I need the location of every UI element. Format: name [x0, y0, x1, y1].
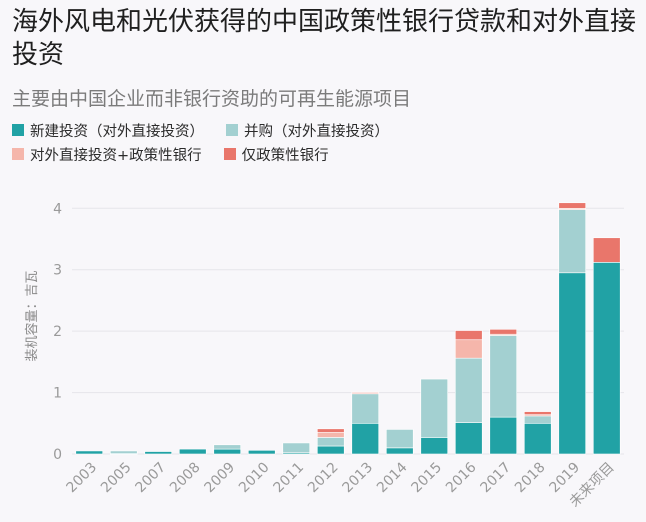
legend-item-fdi-bank: 对外直接投资+政策性银行	[12, 144, 202, 165]
bar-2010-series-0	[247, 450, 276, 455]
x-tick-label-13: 2018	[512, 460, 549, 497]
y-tick-label-2: 2	[53, 324, 62, 340]
bar-2018-series-1	[523, 415, 552, 424]
legend-row-2: 对外直接投资+政策性银行 仅政策性银行	[12, 142, 642, 166]
x-tick-label-8: 2013	[340, 460, 377, 497]
bar-2012-series-0	[316, 445, 345, 455]
x-tick-label-3: 2008	[167, 460, 204, 497]
bar-2016-series-0	[454, 422, 483, 455]
bar-2007-series-0	[144, 451, 172, 455]
y-axis-label: 装机容量：吉瓦	[24, 270, 40, 361]
x-tick-label-5: 2010	[236, 460, 273, 497]
legend-row-1: 新建投资（对外直接投资） 并购（对外直接投资）	[12, 118, 642, 142]
bar-2009-series-0	[213, 448, 241, 455]
legend-item-ma: 并购（对外直接投资）	[226, 120, 389, 141]
x-tick-label-2: 2007	[133, 460, 170, 497]
bar-2011-series-1	[282, 442, 311, 454]
bar-2016-series-2	[454, 339, 483, 359]
bar-2018-series-0	[523, 422, 552, 455]
legend-item-bank-only: 仅政策性银行	[223, 144, 329, 165]
bar-2015-series-0	[420, 437, 449, 455]
bar-2005-series-1	[110, 450, 138, 454]
bar-2012-series-1	[316, 437, 345, 447]
legend-label-fdi-bank: 对外直接投资+政策性银行	[30, 147, 202, 164]
chart-title: 海外风电和光伏获得的中国政策性银行贷款和对外直接投资	[12, 7, 637, 70]
chart-subtitle: 主要由中国企业而非银行资助的可再生能源项目	[12, 88, 412, 110]
bar-2003-series-0	[75, 450, 104, 455]
y-tick-label-1: 1	[53, 386, 62, 402]
chart-legend: 新建投资（对外直接投资） 并购（对外直接投资） 对外直接投资+政策性银行 仅政策…	[12, 118, 642, 166]
x-tick-label-7: 2012	[305, 460, 342, 497]
bars	[75, 202, 621, 455]
bar-2017-series-0	[489, 416, 518, 455]
bar-2013-series-1	[351, 393, 380, 424]
legend-swatch-fdi-bank	[12, 148, 24, 160]
bar-2014-series-0	[385, 447, 414, 455]
bar-2012-series-2	[316, 432, 345, 438]
x-tick-label-11: 2016	[443, 459, 480, 496]
bar-2018-series-3	[523, 411, 552, 415]
y-tick-label-0: 0	[53, 447, 62, 463]
x-tick-label-10: 2015	[409, 460, 446, 497]
y-axis-ticks: 0 1 2 3 4	[53, 201, 62, 463]
bar-2017-series-1	[489, 335, 518, 418]
x-tick-label-1: 2005	[98, 460, 135, 497]
bar-2014-series-1	[385, 429, 414, 449]
bar-未来项目-series-0	[592, 262, 621, 455]
bar-2019-series-1	[558, 209, 586, 274]
x-axis-ticks: 2003200520072008200920102011201220132014…	[64, 459, 618, 510]
legend-label-greenfield: 新建投资（对外直接投资）	[30, 123, 204, 140]
x-tick-label-4: 2009	[202, 460, 239, 497]
bar-2009-series-1	[213, 444, 241, 450]
bar-2015-series-1	[420, 378, 449, 438]
legend-swatch-ma	[226, 124, 238, 136]
bar-2013-series-3	[351, 391, 380, 394]
legend-label-ma: 并购（对外直接投资）	[244, 123, 389, 140]
legend-swatch-greenfield	[12, 124, 24, 136]
bar-2008-series-0	[178, 448, 207, 455]
x-tick-label-0: 2003	[64, 460, 101, 497]
bar-2012-series-3	[316, 428, 345, 433]
legend-label-bank-only: 仅政策性银行	[241, 147, 329, 164]
bar-2017-series-3	[489, 328, 518, 335]
y-tick-label-3: 3	[53, 263, 62, 279]
bar-2016-series-3	[454, 330, 483, 341]
legend-item-greenfield: 新建投资（对外直接投资）	[12, 120, 204, 141]
legend-swatch-bank-only	[223, 148, 236, 160]
x-tick-label-12: 2017	[478, 460, 515, 497]
y-tick-label-4: 4	[53, 201, 62, 217]
bar-2019-series-0	[558, 272, 586, 455]
bar-2016-series-1	[454, 357, 483, 423]
x-tick-label-9: 2014	[374, 459, 411, 496]
bar-未来项目-series-3	[592, 237, 621, 263]
x-tick-label-6: 2011	[271, 460, 308, 497]
bar-2013-series-0	[351, 422, 380, 455]
bar-2019-series-3	[558, 202, 586, 209]
